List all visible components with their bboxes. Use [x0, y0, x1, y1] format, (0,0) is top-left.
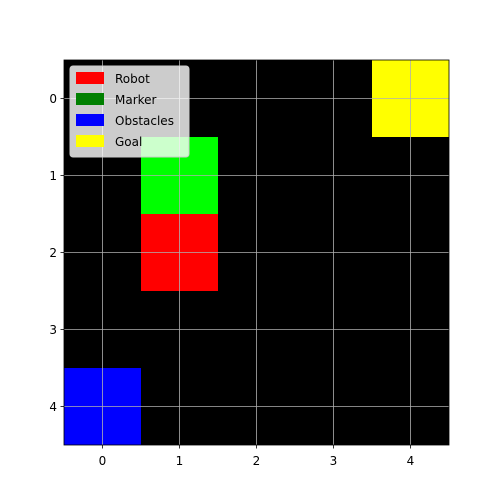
x-tick-label: 0: [99, 454, 107, 468]
legend-label: Marker: [115, 93, 157, 107]
legend-swatch: [76, 135, 104, 147]
y-tick-label: 4: [49, 400, 57, 414]
legend-label: Robot: [115, 72, 150, 86]
x-tick-label: 4: [407, 454, 415, 468]
y-tick-label: 0: [49, 92, 57, 106]
axes: 0 1 2 3 4 0 1 2 3 4: [49, 59, 450, 468]
legend-label: Goal: [115, 135, 142, 149]
legend-swatch: [76, 72, 104, 84]
legend: Robot Marker Obstacles Goal: [69, 65, 190, 158]
y-tick-label: 3: [49, 323, 57, 337]
x-tick-label: 2: [253, 454, 261, 468]
legend-box: [69, 65, 190, 158]
legend-swatch: [76, 93, 104, 105]
y-tick-label: 1: [49, 169, 57, 183]
legend-swatch: [76, 114, 104, 126]
x-tick-label: 1: [176, 454, 184, 468]
y-tick-label: 2: [49, 246, 57, 260]
legend-label: Obstacles: [115, 114, 174, 128]
x-tick-label: 3: [330, 454, 338, 468]
